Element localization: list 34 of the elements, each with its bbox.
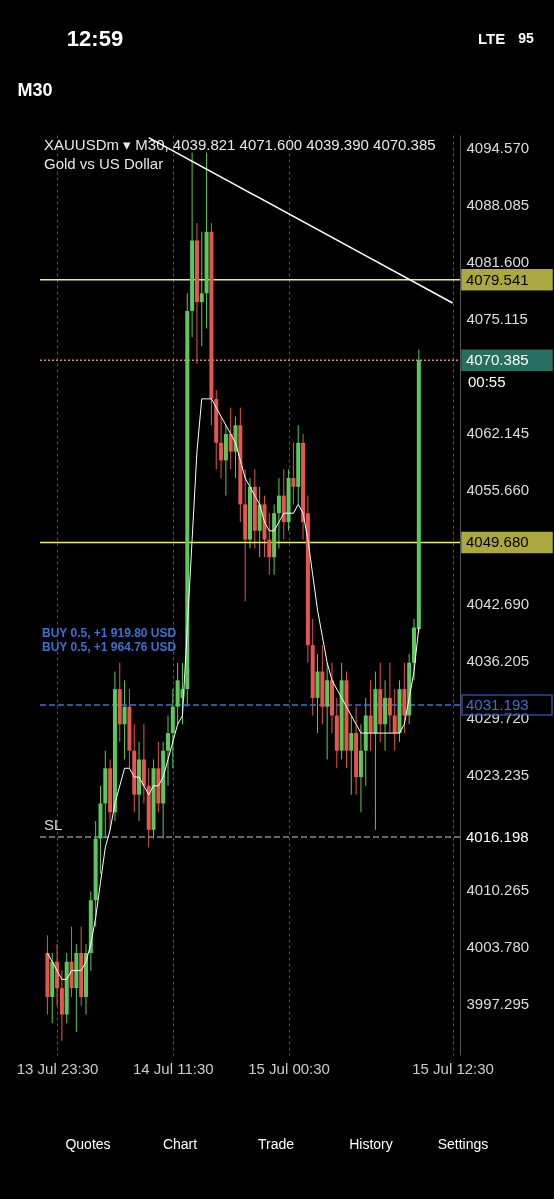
- ref-line-label: 4070.385: [466, 351, 529, 369]
- y-tick-label: 4088.085: [466, 196, 530, 214]
- y-tick-label: 4003.780: [466, 937, 530, 955]
- y-tick-label: 4081.600: [466, 253, 530, 271]
- text: Chart: [162, 1136, 198, 1152]
- y-tick-label: 4062.145: [466, 424, 530, 442]
- x-tick-label: 15 Jul 00:30: [248, 1059, 330, 1077]
- ref-line-label: 4079.541: [466, 270, 529, 288]
- text: M30: [17, 80, 53, 100]
- y-tick-label: 4010.265: [466, 880, 530, 898]
- text: LTE: [478, 30, 506, 47]
- text: Settings: [437, 1136, 489, 1152]
- text: Trade: [257, 1136, 295, 1152]
- text: 12:59: [66, 26, 124, 51]
- y-tick-label: 4023.235: [466, 766, 530, 784]
- y-tick-label: 4055.660: [466, 481, 530, 499]
- ref-line-label: 4016.198: [466, 827, 529, 845]
- text: 95: [518, 30, 534, 46]
- x-tick-label: 14 Jul 11:30: [133, 1059, 214, 1077]
- y-tick-label: 4094.570: [466, 139, 530, 157]
- x-tick-label: 13 Jul 23:30: [16, 1059, 99, 1077]
- y-tick-label: 4036.205: [466, 652, 530, 670]
- annotation: SL: [44, 815, 63, 833]
- y-tick-label: 3997.295: [466, 994, 530, 1012]
- ref-line-label: 4049.680: [466, 533, 529, 551]
- y-tick-label: 4075.115: [466, 310, 528, 328]
- text: Quotes: [65, 1136, 111, 1152]
- annotation: BUY 0.5, +1 964.76 USD: [42, 640, 177, 654]
- text: Gold vs US Dollar: [44, 155, 164, 172]
- text: 00:55: [468, 373, 506, 390]
- x-tick-label: 15 Jul 12:30: [412, 1059, 494, 1077]
- text: History: [349, 1136, 393, 1152]
- annotation: BUY 0.5, +1 919.80 USD: [42, 626, 177, 640]
- y-tick-label: 4042.690: [466, 595, 530, 613]
